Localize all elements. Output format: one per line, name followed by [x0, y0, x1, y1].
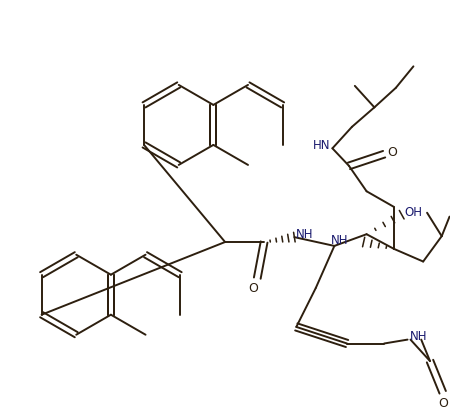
Text: HN: HN	[312, 139, 330, 152]
Text: O: O	[386, 146, 396, 159]
Text: OH: OH	[404, 206, 422, 219]
Text: NH: NH	[296, 228, 313, 241]
Text: NH: NH	[330, 233, 347, 247]
Text: O: O	[248, 282, 258, 295]
Text: NH: NH	[409, 330, 426, 343]
Text: O: O	[437, 397, 447, 410]
